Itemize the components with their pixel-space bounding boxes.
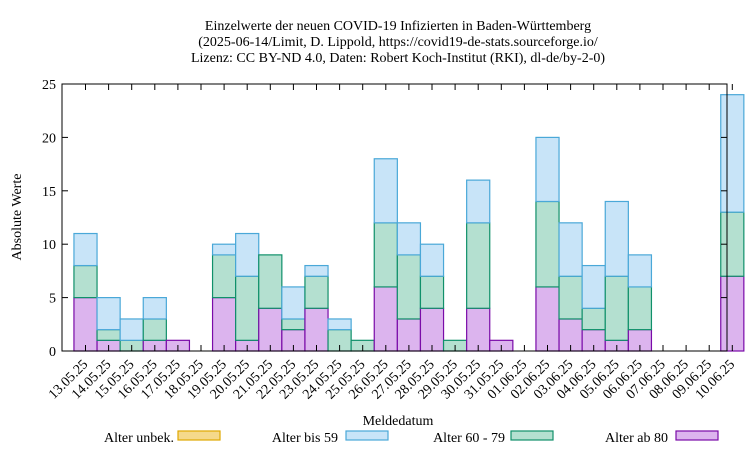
legend-swatch xyxy=(510,430,554,441)
bar-segment xyxy=(304,264,329,277)
bar-segment xyxy=(396,254,422,320)
legend-label: Alter 60 - 79 xyxy=(433,431,505,446)
bar-segment xyxy=(373,222,398,288)
bar-segment xyxy=(281,318,306,331)
legend-label: Alter ab 80 xyxy=(605,431,668,446)
y-axis-label: Absolute Werte xyxy=(10,174,25,261)
bar-segment xyxy=(581,307,606,331)
chart-title: Einzelwerte der neuen COVID-19 Infiziert… xyxy=(191,19,605,66)
bar-segment xyxy=(327,318,352,331)
bar-segment xyxy=(581,264,606,309)
bar-segment xyxy=(96,297,121,331)
plot-frame xyxy=(61,83,728,352)
bar-segment xyxy=(119,318,144,341)
y-tick-label: 15 xyxy=(42,185,56,200)
bar-segment xyxy=(466,179,491,224)
bar-segment xyxy=(73,297,98,352)
bar-layer xyxy=(73,94,745,352)
y-tick-label: 0 xyxy=(49,345,56,360)
bar-segment xyxy=(466,222,491,309)
bar-segment xyxy=(304,275,329,309)
legend-label: Alter unbek. xyxy=(104,431,174,446)
bar-segment xyxy=(720,275,745,352)
legend-swatch xyxy=(675,430,719,441)
bar-segment xyxy=(96,329,121,341)
bar-segment xyxy=(419,307,445,352)
bar-segment xyxy=(235,275,260,341)
bar-segment xyxy=(396,222,422,256)
bar-segment xyxy=(419,275,445,309)
bar-segment xyxy=(720,94,745,213)
bar-segment xyxy=(466,307,491,352)
x-axis-label: Meldedatum xyxy=(363,414,434,429)
bar-segment xyxy=(142,318,167,341)
y-tick-label: 25 xyxy=(42,78,56,93)
bar-segment xyxy=(604,200,629,277)
bar-segment xyxy=(419,243,445,277)
bar-segment xyxy=(211,243,237,256)
bar-segment xyxy=(535,286,560,352)
bar-segment xyxy=(604,275,629,341)
y-tick-label: 5 xyxy=(49,292,56,307)
bar-segment xyxy=(235,232,260,277)
bar-segment xyxy=(258,307,283,352)
bar-segment xyxy=(73,232,98,267)
bar-segment xyxy=(211,254,237,299)
bar-segment xyxy=(558,275,583,320)
title-line: Einzelwerte der neuen COVID-19 Infiziert… xyxy=(205,19,591,34)
bar-segment xyxy=(304,307,329,352)
bar-segment xyxy=(211,297,237,352)
bar-segment xyxy=(558,222,583,277)
bar-segment xyxy=(535,136,560,203)
y-axis: 0 5 10 15 20 25 xyxy=(42,78,727,360)
bar-segment xyxy=(373,286,398,352)
bar-segment xyxy=(142,297,167,320)
legend-label: Alter bis 59 xyxy=(272,431,338,446)
legend-swatch xyxy=(345,430,389,441)
title-line: Lizenz: CC BY-ND 4.0, Daten: Robert Koch… xyxy=(191,51,605,66)
legend: Alter unbek. Alter bis 59 Alter 60 - 79 Alt… xyxy=(104,430,719,446)
bar-segment xyxy=(627,254,653,288)
bar-segment xyxy=(535,200,560,288)
bar-segment xyxy=(258,254,283,309)
y-tick-label: 10 xyxy=(42,238,56,253)
bar-segment xyxy=(627,286,653,331)
y-tick-label: 20 xyxy=(42,131,56,146)
bar-segment xyxy=(373,158,398,224)
bar-segment xyxy=(281,286,306,320)
legend-swatch xyxy=(177,430,221,441)
title-line: (2025-06-14/Limit, D. Lippold, https://c… xyxy=(198,35,598,50)
bar-segment xyxy=(73,264,98,299)
